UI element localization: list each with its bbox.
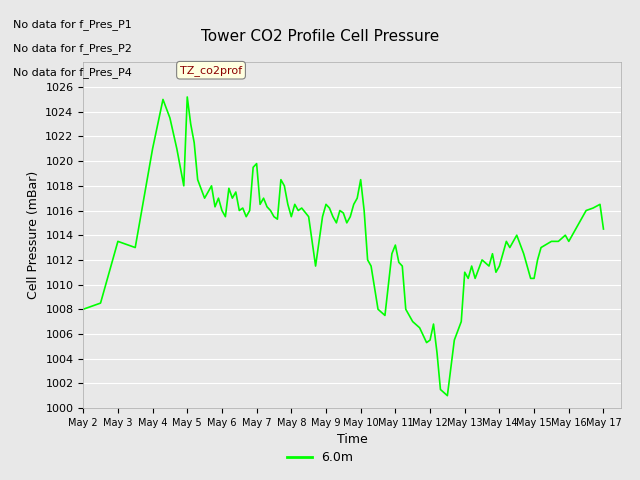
Text: TZ_co2prof: TZ_co2prof	[180, 65, 242, 76]
Text: Tower CO2 Profile Cell Pressure: Tower CO2 Profile Cell Pressure	[201, 29, 439, 44]
Text: No data for f_Pres_P4: No data for f_Pres_P4	[13, 67, 132, 78]
Text: No data for f_Pres_P1: No data for f_Pres_P1	[13, 19, 132, 30]
Y-axis label: Cell Pressure (mBar): Cell Pressure (mBar)	[27, 171, 40, 300]
Text: No data for f_Pres_P2: No data for f_Pres_P2	[13, 43, 132, 54]
Legend: 6.0m: 6.0m	[282, 446, 358, 469]
X-axis label: Time: Time	[337, 433, 367, 446]
